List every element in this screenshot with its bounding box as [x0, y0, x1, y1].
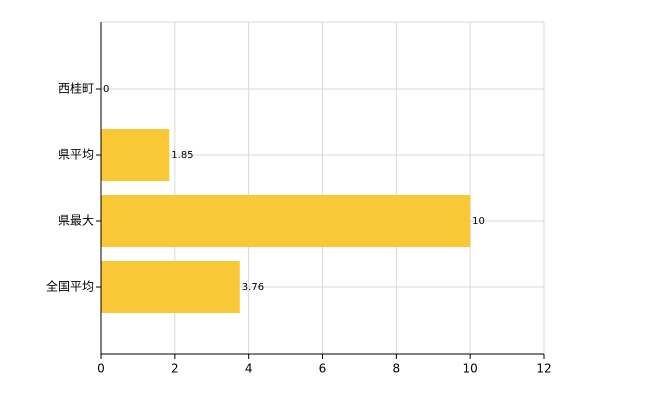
y-tick-label: 県最大 [58, 214, 94, 228]
y-tick-label: 西桂町 [58, 81, 94, 96]
data-label: 0 [103, 84, 109, 95]
y-tick-label: 全国平均 [46, 279, 94, 294]
x-tick-label: 12 [536, 362, 551, 376]
x-tick-label: 2 [171, 362, 179, 376]
x-tick-label: 6 [319, 362, 327, 376]
data-label: 1.85 [171, 150, 193, 161]
x-tick-label: 10 [463, 362, 478, 376]
x-tick-label: 4 [245, 362, 253, 376]
bar [101, 261, 240, 313]
bar [101, 195, 471, 247]
data-label: 10 [472, 216, 485, 227]
x-tick-label: 0 [97, 362, 105, 376]
x-tick-label: 8 [393, 362, 401, 376]
data-label: 3.76 [242, 282, 264, 293]
y-tick-label: 県平均 [58, 148, 94, 162]
bar [101, 129, 170, 181]
